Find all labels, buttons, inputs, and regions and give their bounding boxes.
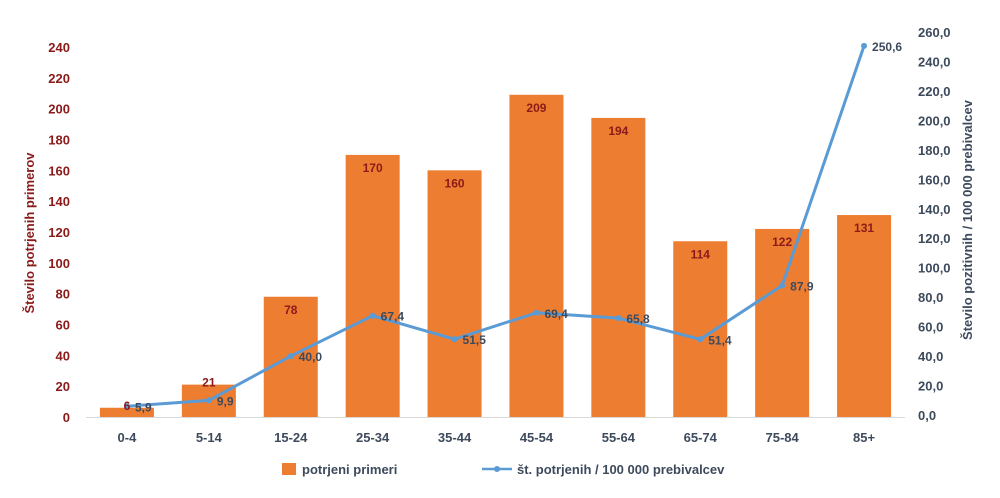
y-left-tick: 220 — [48, 71, 70, 86]
y-right-tick: 80,0 — [918, 290, 943, 305]
bar-data-label: 194 — [608, 124, 628, 138]
y-left-tick: 120 — [48, 225, 70, 240]
y-right-tick: 0,0 — [918, 408, 936, 423]
y-right-tick: 140,0 — [918, 202, 951, 217]
bar-data-label: 122 — [772, 235, 792, 249]
y-left-tick: 80 — [56, 287, 70, 302]
bar-data-label: 6 — [124, 399, 131, 413]
legend-swatch-marker — [494, 466, 500, 472]
bar-25-34 — [345, 154, 400, 417]
bar-75-84 — [755, 228, 810, 417]
y-left-tick: 240 — [48, 40, 70, 55]
line-data-label: 5,9 — [135, 400, 152, 414]
line-data-label: 69,4 — [544, 307, 568, 321]
bar-85+ — [837, 215, 892, 417]
y-right-tick: 180,0 — [918, 143, 951, 158]
x-tick: 15-24 — [274, 430, 308, 445]
line-data-label: 40,0 — [299, 350, 323, 364]
bar-data-label: 170 — [363, 161, 383, 175]
line-data-label: 250,6 — [872, 40, 902, 54]
line-data-label: 87,9 — [790, 280, 814, 294]
axes-layer: 0 20 40 60 80 100 120 140 160 180 200 220 240 0,0 20,0… — [48, 25, 950, 445]
line-point-75-84 — [779, 282, 786, 289]
line-series — [126, 45, 866, 408]
line-point-25-34 — [369, 312, 376, 319]
y-right-tick: 200,0 — [918, 113, 951, 128]
y-left-tick: 160 — [48, 163, 70, 178]
y-right-tick: 120,0 — [918, 231, 951, 246]
labels-layer: 6 21 78 170 160 209 194 114 122 131 5,9 9,9 40,0 67,4… — [124, 40, 903, 414]
y-right-tick: 240,0 — [918, 54, 951, 69]
line-point-65-74 — [697, 336, 704, 343]
x-tick: 55-64 — [602, 430, 636, 445]
y-left-tick: 20 — [56, 379, 70, 394]
legend-swatch-bars — [282, 463, 296, 475]
x-tick: 45-54 — [520, 430, 554, 445]
legend-label-line: št. potrjenih / 100 000 prebivalcev — [517, 462, 725, 477]
x-tick: 25-34 — [356, 430, 390, 445]
line-point-0-4 — [123, 403, 130, 410]
line-data-label: 9,9 — [217, 394, 234, 408]
bar-35-44 — [427, 170, 482, 417]
line-point-45-54 — [533, 309, 540, 316]
bar-0-4 — [99, 407, 154, 417]
y-left-tick: 200 — [48, 102, 70, 117]
line-layer — [123, 42, 868, 410]
y-right-tick: 60,0 — [918, 320, 943, 335]
bar-data-label: 160 — [445, 176, 465, 190]
bar-data-label: 209 — [526, 101, 546, 115]
y-left-tick: 0 — [63, 410, 70, 425]
line-point-15-24 — [287, 353, 294, 360]
y-axis-left-title: Število potrjenih primerov — [22, 152, 37, 314]
bar-data-label: 131 — [854, 221, 874, 235]
y-left-tick: 60 — [56, 318, 70, 333]
line-data-label: 65,8 — [626, 312, 650, 326]
y-right-tick: 160,0 — [918, 172, 951, 187]
x-tick: 0-4 — [118, 430, 138, 445]
line-point-5-14 — [205, 397, 212, 404]
bar-data-label: 78 — [284, 303, 298, 317]
bar-55-64 — [591, 117, 646, 418]
y-right-tick: 260,0 — [918, 25, 951, 40]
line-point-55-64 — [615, 315, 622, 322]
legend-label-bars: potrjeni primeri — [302, 462, 397, 477]
y-axis-right-title: Število pozitivnih / 100 000 prebivalcev — [960, 99, 975, 340]
x-tick: 75-84 — [766, 430, 800, 445]
y-left-tick: 180 — [48, 133, 70, 148]
y-right-tick: 220,0 — [918, 84, 951, 99]
bar-data-label: 21 — [202, 376, 216, 390]
line-point-35-44 — [451, 336, 458, 343]
line-data-label: 67,4 — [381, 310, 405, 324]
legend: potrjeni primeri št. potrjenih / 100 000… — [282, 462, 725, 477]
line-point-85+ — [861, 42, 868, 49]
bar-65-74 — [673, 241, 728, 417]
y-right-tick: 100,0 — [918, 261, 951, 276]
bar-45-54 — [509, 94, 564, 418]
y-left-tick: 100 — [48, 256, 70, 271]
x-tick: 65-74 — [684, 430, 718, 445]
bars-layer — [99, 94, 892, 418]
x-tick: 85+ — [853, 430, 875, 445]
y-right-tick: 40,0 — [918, 349, 943, 364]
y-left-tick: 140 — [48, 194, 70, 209]
y-left-tick: 40 — [56, 348, 70, 363]
line-data-label: 51,5 — [463, 333, 487, 347]
x-tick: 35-44 — [438, 430, 472, 445]
y-right-tick: 20,0 — [918, 379, 943, 394]
bar-data-label: 114 — [691, 247, 711, 261]
x-tick: 5-14 — [196, 430, 223, 445]
line-data-label: 51,4 — [708, 333, 732, 347]
